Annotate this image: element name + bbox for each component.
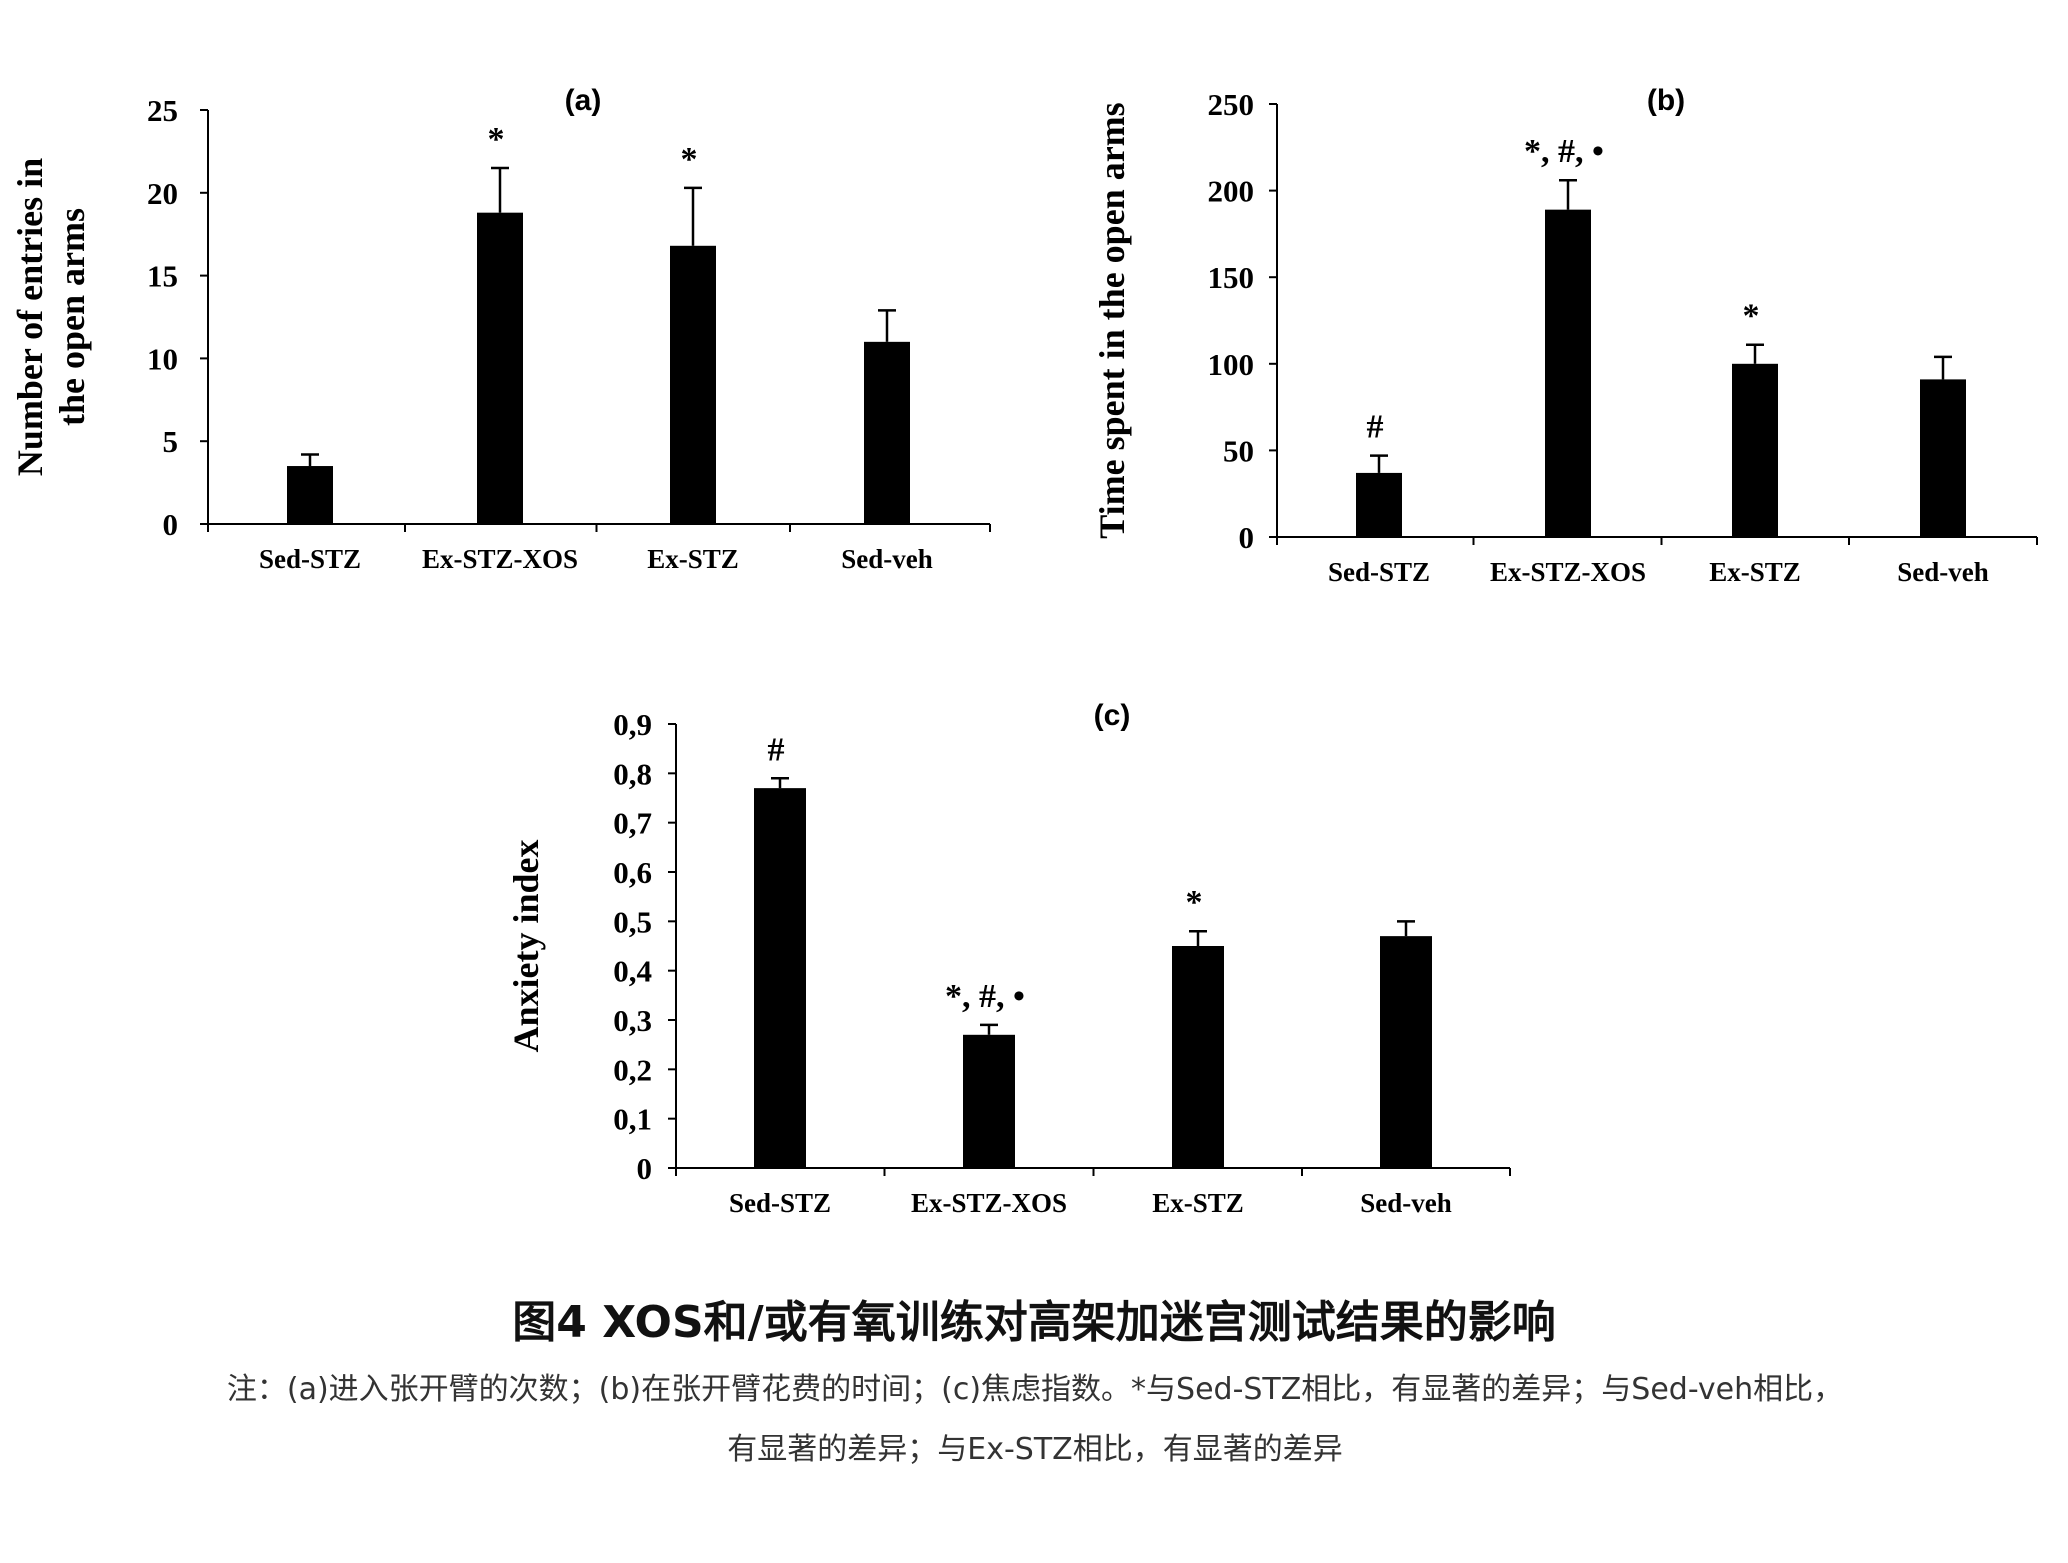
bar	[963, 1034, 1015, 1168]
y-tick-label: 10	[147, 341, 178, 376]
panel-label: (c)	[1094, 699, 1131, 732]
bar	[1356, 472, 1402, 537]
significance-marker: #	[1367, 409, 1384, 446]
panel-label: (a)	[565, 84, 602, 117]
chart-panel: 0 0,1 0,2 0,3 0,4 0,5 0,6 0,7 0,8 0,9 # Sed-STZ *, #…	[506, 699, 1511, 1218]
significance-marker: *	[488, 121, 505, 158]
bar	[287, 466, 333, 524]
y-tick-label: 250	[1208, 87, 1255, 122]
chart-panel: 0 5 10 15 20 25 Sed-STZ * Ex-STZ-XOS * Ex-STZ Sed-v…	[10, 84, 991, 574]
x-category-label: Ex-STZ-XOS	[1490, 557, 1646, 587]
y-tick-label: 200	[1208, 174, 1255, 209]
y-tick-label: 20	[147, 176, 178, 211]
y-tick-label: 0,2	[613, 1052, 652, 1087]
y-tick-label: 25	[147, 93, 178, 128]
y-axis-title-line: Number of entries in	[10, 158, 50, 476]
bar	[754, 788, 806, 1168]
significance-marker: *	[681, 141, 698, 178]
x-category-label: Sed-STZ	[1328, 557, 1430, 587]
bar	[1172, 946, 1224, 1168]
significance-marker: *, #, •	[945, 978, 1025, 1015]
y-tick-label: 0,8	[613, 756, 652, 791]
figure-caption-title: 图4 XOS和/或有氧训练对高架加迷宫测试结果的影响	[512, 1297, 1556, 1348]
bar	[1545, 209, 1591, 538]
bar	[1380, 936, 1432, 1168]
y-axis-title: Number of entries inthe open arms	[10, 158, 92, 476]
y-tick-label: 0,4	[613, 954, 652, 989]
y-tick-label: 0,7	[613, 806, 652, 841]
bar	[1732, 363, 1778, 537]
x-category-label: Ex-STZ-XOS	[911, 1188, 1067, 1218]
y-tick-label: 15	[147, 259, 178, 294]
y-axis-title: Time spent in the open arms	[1092, 102, 1132, 538]
x-category-label: Sed-veh	[841, 544, 933, 574]
y-tick-label: 0	[1239, 520, 1255, 555]
y-tick-label: 0,3	[613, 1003, 652, 1038]
y-tick-label: 50	[1223, 433, 1254, 468]
caption-note-line-1: 注：(a)进入张开臂的次数；(b)在张开臂花费的时间；(c)焦虑指数。*与Sed…	[226, 1372, 1844, 1407]
panel-label: (b)	[1647, 84, 1685, 117]
x-category-label: Ex-STZ	[1152, 1188, 1244, 1218]
bar	[477, 212, 523, 524]
y-tick-label: 0	[163, 507, 179, 542]
y-tick-label: 150	[1208, 260, 1255, 295]
bar	[1920, 379, 1966, 537]
y-axis-title-line: the open arms	[52, 208, 92, 426]
x-category-label: Ex-STZ	[647, 544, 739, 574]
x-category-label: Sed-veh	[1360, 1188, 1452, 1218]
y-tick-label: 0,5	[613, 904, 652, 939]
figure-caption-note: 注：(a)进入张开臂的次数；(b)在张开臂花费的时间；(c)焦虑指数。*与Sed…	[110, 1360, 1960, 1480]
y-tick-label: 5	[163, 424, 179, 459]
y-axis-title: Anxiety index	[506, 839, 546, 1052]
significance-marker: *, #, •	[1524, 133, 1604, 170]
x-category-label: Sed-veh	[1897, 557, 1989, 587]
chart-panel: 0 50 100 150 200 250 # Sed-STZ *, #, • Ex-STZ-XOS…	[1092, 84, 2038, 587]
y-tick-label: 0,6	[613, 855, 652, 890]
y-tick-label: 0	[637, 1151, 653, 1186]
x-category-label: Ex-STZ	[1709, 557, 1801, 587]
caption-note-line-2: 有显著的差异；与Ex-STZ相比，有显著的差异	[727, 1432, 1343, 1467]
bar	[864, 341, 910, 524]
x-category-label: Sed-STZ	[259, 544, 361, 574]
y-tick-label: 100	[1208, 347, 1255, 382]
y-tick-label: 0,1	[613, 1102, 652, 1137]
y-tick-label: 0,9	[613, 707, 652, 742]
x-category-label: Sed-STZ	[729, 1188, 831, 1218]
significance-marker: *	[1186, 884, 1203, 921]
significance-marker: #	[768, 731, 785, 768]
x-category-label: Ex-STZ-XOS	[422, 544, 578, 574]
bar	[670, 245, 716, 525]
significance-marker: *	[1743, 298, 1760, 335]
